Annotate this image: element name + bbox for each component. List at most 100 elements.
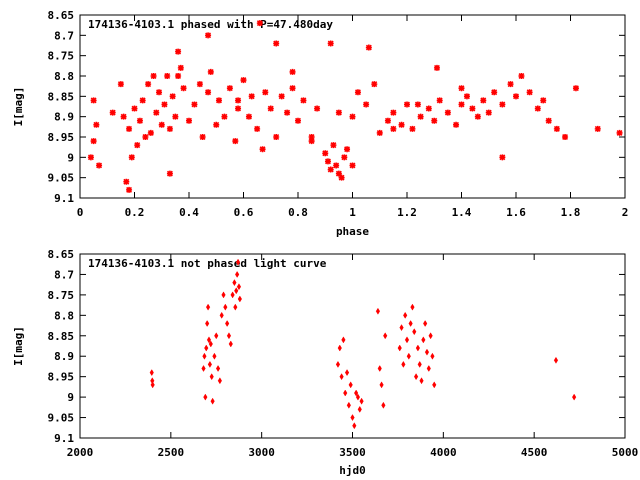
data-point: [284, 109, 291, 116]
data-point: [423, 320, 428, 327]
data-point: [365, 44, 372, 51]
data-point: [344, 369, 350, 377]
data-point: [175, 73, 182, 79]
data-point: [474, 113, 481, 120]
x-tick-label: 3000: [248, 446, 275, 459]
x-tick-label: 1.2: [397, 206, 417, 219]
y-tick-label: 8.9: [54, 350, 74, 363]
data-point: [327, 40, 334, 47]
data-point: [322, 150, 329, 157]
data-point: [262, 89, 269, 96]
data-points: [149, 258, 577, 430]
data-points: [87, 20, 623, 193]
data-point: [572, 393, 577, 401]
x-tick-label: 1.8: [561, 206, 581, 219]
data-point: [117, 81, 124, 88]
data-point: [123, 178, 130, 185]
data-point: [206, 336, 212, 344]
data-point: [207, 360, 212, 368]
data-point: [419, 377, 424, 385]
data-point: [417, 113, 424, 120]
data-point: [191, 101, 198, 108]
data-point: [232, 138, 239, 145]
data-point: [426, 365, 431, 372]
data-point: [350, 414, 355, 422]
data-point: [333, 162, 340, 169]
data-point: [421, 336, 426, 344]
data-point: [359, 397, 364, 405]
data-point: [469, 105, 476, 112]
data-point: [209, 373, 214, 381]
data-point: [147, 129, 154, 136]
data-point: [164, 73, 171, 79]
y-tick-label: 8.65: [48, 248, 75, 261]
x-tick-label: 0.2: [125, 206, 145, 219]
data-point: [424, 348, 430, 356]
data-point: [145, 81, 152, 88]
chart-title: 174136-4103.1 not phased light curve: [88, 257, 327, 270]
data-point: [109, 109, 116, 116]
data-point: [289, 85, 296, 92]
data-point: [136, 117, 143, 124]
data-point: [408, 320, 413, 327]
data-point: [463, 93, 470, 100]
y-tick-label: 9.1: [54, 192, 74, 205]
y-tick-label: 9.05: [48, 172, 75, 185]
data-point: [120, 113, 127, 120]
data-point: [245, 113, 252, 120]
data-point: [273, 40, 280, 47]
x-tick-label: 4500: [521, 446, 548, 459]
data-point: [376, 129, 383, 136]
data-point: [339, 373, 344, 381]
data-point: [236, 283, 242, 291]
x-tick-label: 0: [77, 206, 84, 219]
phased-plot: 0 0.2 0.4 0.6 0.8 1 1.2 1.4 1.6 1.8 2 8.65 8.7 8.75 8.…: [12, 9, 628, 238]
data-point: [308, 134, 315, 140]
data-point: [335, 360, 341, 368]
y-tick-label: 9.05: [48, 412, 75, 425]
data-point: [399, 324, 404, 332]
x-axis-label: hjd0: [339, 464, 366, 477]
data-point: [254, 125, 261, 132]
data-point: [214, 332, 219, 340]
data-point: [480, 97, 487, 104]
data-point: [230, 291, 235, 299]
data-point: [348, 381, 353, 389]
data-point: [201, 365, 206, 372]
y-tick-label: 9.1: [54, 432, 74, 445]
data-point: [507, 81, 514, 88]
data-point: [384, 117, 391, 124]
data-point: [232, 279, 237, 287]
data-point: [202, 352, 207, 360]
x-tick-label: 0.4: [179, 206, 199, 219]
data-point: [431, 117, 438, 124]
data-point: [273, 134, 280, 140]
y-tick-label: 8.7: [54, 268, 74, 281]
data-point: [349, 113, 356, 120]
data-point: [172, 113, 179, 120]
data-point: [444, 109, 451, 116]
x-tick-label: 0.8: [288, 206, 308, 219]
y-tick-label: 8.65: [48, 9, 75, 22]
data-point: [87, 154, 94, 161]
data-point: [540, 97, 547, 104]
data-point: [150, 73, 157, 79]
data-point: [205, 32, 212, 39]
x-tick-label: 5000: [612, 446, 639, 459]
data-point: [166, 125, 173, 132]
data-point: [215, 97, 222, 104]
data-point: [383, 332, 388, 340]
data-point: [346, 401, 351, 409]
data-point: [235, 270, 240, 278]
x-axis-label: phase: [336, 225, 369, 238]
data-point: [458, 85, 465, 92]
data-point: [295, 117, 301, 124]
data-point: [327, 166, 334, 173]
data-point: [377, 365, 382, 372]
data-point: [226, 85, 233, 92]
data-point: [499, 154, 506, 161]
data-point: [221, 113, 228, 120]
data-point: [128, 154, 135, 161]
data-point: [553, 356, 559, 364]
y-tick-label: 8.7: [54, 29, 74, 42]
